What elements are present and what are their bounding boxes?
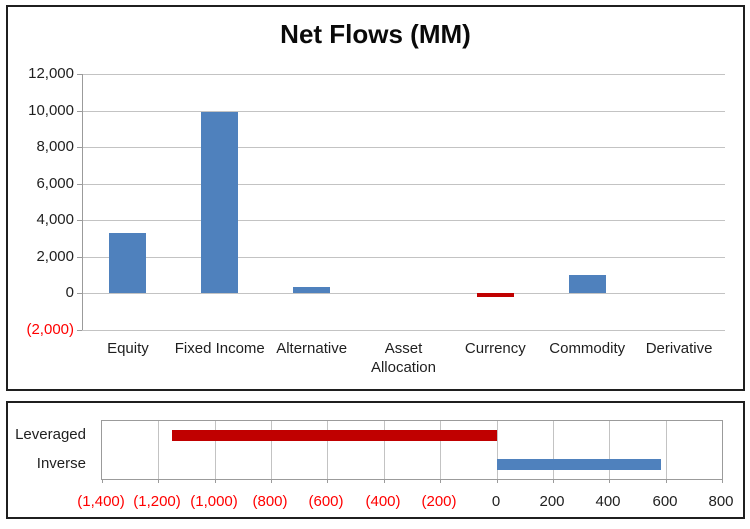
y-axis-tick [77,74,82,75]
x-tick-label: 200 [539,493,565,510]
y-axis-tick [77,330,82,331]
bar-equity [109,233,147,294]
x-tick-label: 400 [595,493,621,510]
x-tick-label: 600 [652,493,678,510]
gridline [82,257,725,258]
y-axis-tick [77,147,82,148]
gridline [82,293,725,294]
y-tick-label: 12,000 [28,65,74,82]
y-tick-label: 2,000 [36,248,74,265]
category-label: Leveraged [15,426,86,443]
category-label: Inverse [36,455,86,472]
gridline [215,421,216,479]
bar-currency [476,293,514,298]
bar-leveraged [172,430,497,441]
y-tick-label: 10,000 [28,102,74,119]
gridline [82,147,725,148]
x-tick-label: 0 [491,493,501,510]
x-tick-label: (600) [308,493,344,510]
bar-commodity [568,275,606,294]
x-tick-label: (800) [252,493,288,510]
x-tick-label: (1,400) [77,493,125,510]
category-label: Asset Allocation [370,340,436,376]
category-label: Fixed Income [174,340,265,357]
x-axis-tick [440,479,441,483]
gridline [609,421,610,479]
gridline [497,421,498,479]
x-axis-tick [327,479,328,483]
x-tick-label: (200) [421,493,457,510]
gridline [327,421,328,479]
gridline [82,220,725,221]
x-axis-tick [215,479,216,483]
x-axis-tick [609,479,610,483]
x-tick-label: (400) [365,493,401,510]
bar-alternative [293,287,331,294]
y-axis-line [82,74,83,330]
category-label: Equity [107,340,149,357]
x-axis-tick [102,479,103,483]
leveraged-inverse-plot-area [101,420,723,483]
category-label: Derivative [645,340,713,357]
gridline [440,421,441,479]
net-flows-chart: Net Flows (MM) 12,000 10,000 8,000 6,000 4,0… [6,5,745,391]
chart-title: Net Flows (MM) [280,19,471,49]
x-axis-tick [722,479,723,483]
x-axis-tick [497,479,498,483]
y-tick-label: 4,000 [36,211,74,228]
x-axis-tick [553,479,554,483]
x-axis-tick [384,479,385,483]
x-tick-label: (1,200) [133,493,181,510]
gridline [82,184,725,185]
y-axis-tick [77,293,82,294]
y-tick-label: 6,000 [36,175,74,192]
category-label: Commodity [549,340,626,357]
gridline [666,421,667,479]
gridline [384,421,385,479]
gridline [82,74,725,75]
y-tick-label: (2,000) [26,321,74,338]
y-axis-tick [77,111,82,112]
category-label: Currency [464,340,526,357]
y-axis-tick [77,220,82,221]
x-axis-tick [666,479,667,483]
category-label: Alternative [276,340,348,357]
leveraged-inverse-chart: (1,400) (1,200) (1,000) (800) (600) (400) (200… [6,401,745,519]
bar-fixed-income [201,112,239,294]
y-tick-label: 8,000 [36,138,74,155]
gridline [158,421,159,479]
x-tick-label: 800 [708,493,734,510]
y-tick-label: 0 [65,284,74,301]
bar-inverse [496,459,662,470]
y-axis-tick [77,184,82,185]
net-flows-plot-area [77,74,725,331]
x-axis-tick [158,479,159,483]
gridline [82,111,725,112]
gridline [553,421,554,479]
gridline [82,330,725,331]
gridline [271,421,272,479]
x-axis-tick [271,479,272,483]
x-tick-label: (1,000) [190,493,238,510]
y-axis-tick [77,257,82,258]
